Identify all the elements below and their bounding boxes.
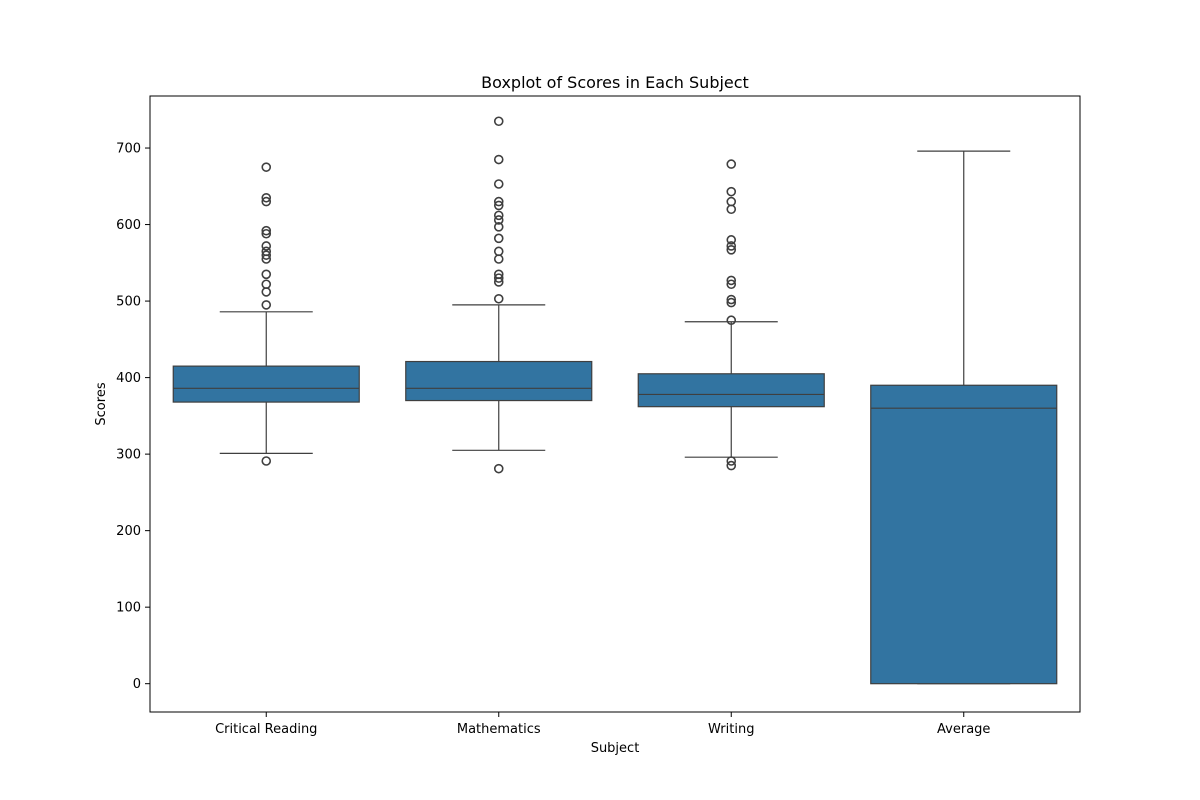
outlier-point (493, 222, 504, 232)
outlier-point (261, 300, 272, 310)
chart-title: Boxplot of Scores in Each Subject (481, 73, 749, 92)
outlier-point (726, 456, 737, 466)
outlier-point (493, 273, 504, 283)
outlier-point (493, 463, 504, 474)
outlier-point (261, 456, 272, 466)
y-tick-label: 500 (116, 295, 141, 310)
outlier-point (493, 154, 504, 165)
outlier-point (493, 233, 504, 244)
y-tick-label: 400 (116, 371, 141, 386)
outlier-point (726, 235, 737, 245)
box-iqr (637, 373, 825, 408)
outlier-point (493, 196, 504, 207)
outlier-point (493, 116, 504, 127)
outlier-point (493, 254, 504, 264)
y-tick-label: 600 (116, 218, 141, 233)
outlier-point (493, 215, 504, 225)
outlier-point (493, 210, 504, 221)
outlier-point (261, 228, 272, 239)
outlier-point (726, 297, 737, 308)
y-tick-label: 300 (116, 448, 141, 463)
outlier-point (261, 196, 272, 207)
outlier-point (261, 250, 272, 260)
outlier-point (493, 293, 504, 304)
outlier-point (261, 162, 272, 172)
outlier-point (493, 179, 504, 189)
box-iqr (172, 365, 360, 403)
outlier-point (493, 269, 504, 280)
box-iqr (870, 384, 1058, 685)
outlier-point (493, 200, 504, 211)
outlier-point (726, 275, 737, 286)
x-axis: Critical Reading Mathematics Writing Averag… (215, 712, 990, 737)
outlier-point (261, 246, 272, 257)
x-axis-title: Subject (591, 741, 640, 756)
outlier-point (261, 192, 272, 203)
outlier-point (261, 269, 272, 280)
box-group (870, 150, 1058, 685)
x-tick-label: Mathematics (457, 722, 541, 737)
outlier-point (726, 245, 737, 255)
outlier-point (726, 196, 737, 207)
outlier-point (726, 186, 737, 197)
outlier-point (726, 204, 737, 215)
x-tick-label: Critical Reading (215, 722, 317, 737)
outlier-point (726, 241, 737, 251)
outlier-point (261, 279, 272, 290)
plot-area (172, 116, 1058, 685)
y-tick-label: 200 (116, 524, 141, 539)
axes-frame (149, 95, 1081, 713)
box-iqr (405, 360, 593, 402)
outlier-point (261, 287, 272, 297)
y-tick-label: 100 (116, 601, 141, 616)
y-tick-label: 0 (133, 677, 141, 692)
outlier-point (726, 159, 737, 169)
outlier-point (493, 246, 504, 257)
outlier-point (726, 279, 737, 290)
y-tick-label: 700 (116, 142, 141, 157)
outlier-point (726, 460, 737, 471)
outlier-point (261, 241, 272, 251)
x-tick-label: Writing (708, 722, 754, 737)
box-group (172, 162, 360, 466)
box-group (405, 116, 593, 474)
y-axis-title: Scores (94, 382, 109, 425)
y-axis: 0 100 200 300 400 500 600 700 (116, 142, 150, 692)
x-tick-label: Average (937, 722, 990, 737)
box-group (637, 159, 825, 471)
outlier-point (726, 294, 737, 305)
outlier-point (261, 225, 272, 236)
outlier-point (726, 315, 737, 326)
